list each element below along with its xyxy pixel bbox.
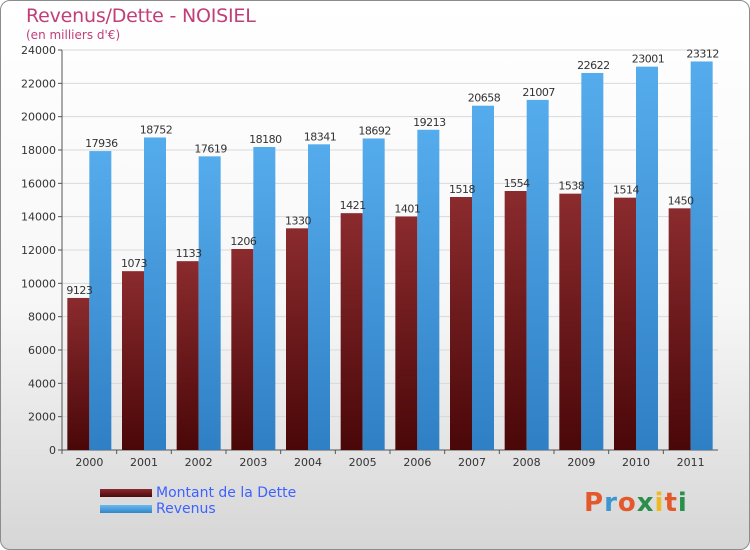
y-tick-label: 14000 (21, 211, 56, 224)
chart-title: Revenus/Dette - NOISIEL (26, 5, 256, 27)
x-tick-label: 2001 (130, 456, 158, 469)
revenue-value-label: 23312 (686, 47, 719, 60)
debt-value-label: 1421 (340, 199, 366, 212)
debt-value-label: 1401 (394, 203, 420, 216)
debt-bar (614, 197, 636, 450)
logo-letter: o (617, 488, 637, 518)
revenue-bar (89, 151, 112, 451)
legend-label-revenue: Revenus (156, 501, 216, 517)
revenue-bar (253, 147, 276, 450)
revenue-value-label: 19213 (413, 116, 446, 129)
logo-letter: i (677, 488, 688, 518)
revenue-value-label: 17936 (85, 137, 118, 150)
debt-bar (176, 261, 199, 450)
x-tick-label: 2003 (239, 456, 267, 469)
legend-label-debt: Montant de la Dette (156, 485, 297, 501)
y-tick-label: 22000 (21, 77, 56, 90)
logo-letter: P (584, 488, 605, 518)
x-tick-label: 2000 (75, 456, 103, 469)
y-tick-label: 2000 (28, 411, 56, 424)
y-tick-label: 6000 (28, 344, 56, 357)
logo-letter: x (636, 488, 655, 518)
debt-bar (340, 213, 363, 450)
revenue-value-label: 18752 (140, 123, 173, 136)
debt-value-label: 1514 (613, 184, 639, 197)
x-tick-label: 2006 (403, 456, 431, 469)
logo-letter: i (654, 488, 665, 518)
revenue-bar (690, 61, 713, 450)
debt-value-label: 1206 (230, 235, 256, 248)
debt-value-label: 1518 (449, 183, 475, 196)
revenue-value-label: 21007 (522, 86, 555, 99)
x-tick-label: 2009 (567, 456, 595, 469)
debt-bar (67, 297, 90, 450)
debt-bar (286, 228, 308, 450)
debt-bar (504, 191, 527, 450)
legend-swatch-debt (100, 489, 152, 497)
revenue-bar (417, 129, 440, 451)
revenue-value-label: 22622 (577, 59, 610, 72)
y-tick-label: 20000 (21, 111, 56, 124)
y-tick-label: 8000 (28, 311, 56, 324)
revenue-value-label: 18180 (249, 133, 282, 146)
revenue-bar (636, 66, 658, 451)
proxiti-logo: Proxiti (584, 488, 688, 518)
debt-value-label: 1450 (668, 194, 694, 207)
x-tick-label: 2004 (294, 456, 322, 469)
x-tick-label: 2002 (185, 456, 213, 469)
debt-value-label: 1133 (176, 247, 202, 260)
revenue-value-label: 18341 (304, 130, 337, 143)
revenue-bar (526, 99, 549, 450)
y-tick-label: 0 (49, 444, 56, 457)
debt-bar (395, 216, 418, 450)
y-tick-label: 12000 (21, 244, 56, 257)
logo-letter: t (664, 488, 678, 518)
revenue-bar (581, 72, 604, 450)
debt-value-label: 1073 (121, 257, 147, 270)
revenue-bar (144, 137, 166, 450)
y-tick-label: 10000 (21, 277, 56, 290)
debt-bar (559, 193, 582, 450)
y-tick-label: 18000 (21, 144, 56, 157)
debt-value-label: 1538 (558, 180, 584, 193)
debt-value-label: 9123 (66, 284, 92, 297)
logo-letter: r (604, 488, 618, 518)
revenue-bar (308, 144, 330, 451)
debt-bar (450, 197, 472, 450)
revenue-value-label: 23001 (632, 53, 665, 66)
revenue-value-label: 20658 (468, 92, 501, 105)
x-tick-label: 2010 (622, 456, 650, 469)
x-tick-label: 2007 (458, 456, 486, 469)
debt-value-label: 1554 (504, 177, 530, 190)
revenue-value-label: 17619 (194, 142, 227, 155)
x-tick-label: 2005 (349, 456, 377, 469)
debt-bar (122, 271, 144, 450)
revenue-value-label: 18692 (358, 124, 391, 137)
x-tick-label: 2008 (513, 456, 541, 469)
revenue-bar (362, 138, 385, 450)
debt-value-label: 1330 (285, 214, 311, 227)
y-tick-label: 4000 (28, 377, 56, 390)
revenue-bar (198, 156, 221, 450)
legend-swatch-revenue (100, 505, 152, 513)
debt-bar (231, 249, 254, 450)
debt-bar (668, 208, 691, 450)
y-tick-label: 24000 (21, 44, 56, 57)
revenue-bar (472, 105, 494, 450)
x-tick-label: 2011 (677, 456, 705, 469)
chart-subtitle: (en milliers d'€) (26, 28, 121, 42)
y-tick-label: 16000 (21, 177, 56, 190)
